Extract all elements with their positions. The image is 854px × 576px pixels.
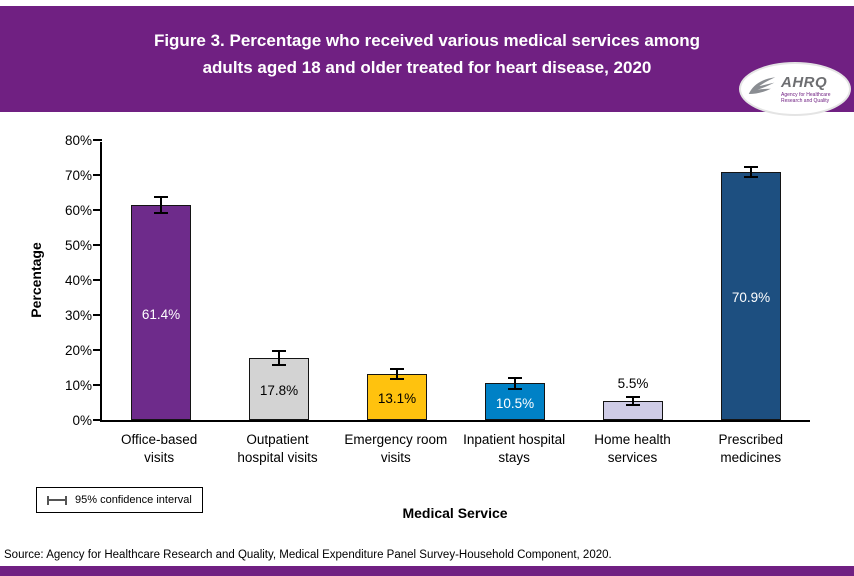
- ahrq-logo-tagline: Agency for Healthcare Research and Quali…: [781, 91, 831, 104]
- y-tick-mark: [93, 174, 102, 176]
- error-bar-icon: [47, 495, 67, 505]
- error-bar-cap: [744, 176, 758, 179]
- error-bar-cap: [744, 165, 758, 168]
- plot-area: 61.4% 17.8% 13.1% 10.5% 5.5% 70.9%: [93, 139, 810, 422]
- error-bar-cap: [154, 211, 168, 214]
- error-bar-cap: [272, 363, 286, 366]
- x-tick-label: Home health services: [594, 432, 671, 466]
- source-note: Source: Agency for Healthcare Research a…: [4, 549, 612, 561]
- x-tick-label: Outpatient hospital visits: [237, 432, 318, 466]
- y-tick-mark: [93, 384, 102, 386]
- y-tick-label: 40%: [64, 273, 92, 288]
- value-label: 10.5%: [495, 395, 535, 411]
- y-axis-tick-labels: 0% 10% 20% 30% 40% 50% 60% 70% 80%: [30, 133, 92, 428]
- x-tick-label: Emergency room visits: [344, 432, 448, 466]
- error-bar-cap: [154, 196, 168, 199]
- bar-series: 61.4% 17.8% 13.1% 10.5% 5.5% 70.9%: [102, 142, 810, 420]
- ahrq-logo: AHRQ Agency for Healthcare Research and …: [739, 62, 851, 116]
- ahrq-eagle-icon: [747, 75, 777, 104]
- x-axis-tick-labels: Office-based visits Outpatient hospital v…: [100, 427, 810, 467]
- y-tick-mark: [93, 209, 102, 211]
- y-tick-label: 60%: [64, 203, 92, 218]
- y-tick-label: 20%: [64, 343, 92, 358]
- bar-2: [367, 374, 427, 420]
- y-tick-label: 30%: [64, 308, 92, 323]
- error-bar: [632, 395, 634, 406]
- x-axis-label: Medical Service: [402, 505, 508, 521]
- y-tick-mark: [93, 279, 102, 281]
- value-label: 17.8%: [259, 382, 299, 398]
- figure-title: Figure 3. Percentage who received variou…: [0, 6, 854, 81]
- ahrq-logo-name: AHRQ: [781, 73, 828, 91]
- bar-slot: 5.5%: [574, 142, 692, 420]
- y-tick-label: 10%: [64, 378, 92, 393]
- y-tick-mark: [93, 314, 102, 316]
- footer-bar: [0, 566, 854, 576]
- bar-slot: 10.5%: [456, 142, 574, 420]
- error-bar-cap: [626, 395, 640, 398]
- error-bar-cap: [390, 378, 404, 381]
- figure-title-line1: Figure 3. Percentage who received variou…: [153, 31, 701, 50]
- y-tick-mark: [93, 349, 102, 351]
- value-label: 61.4%: [141, 306, 181, 322]
- error-bar-cap: [508, 387, 522, 390]
- figure-header: Figure 3. Percentage who received variou…: [0, 6, 854, 112]
- y-tick-mark: [93, 244, 102, 246]
- y-tick-label: 50%: [64, 238, 92, 253]
- x-tick-label: Office-based visits: [121, 432, 198, 466]
- error-bar: [750, 165, 752, 179]
- error-bar-cap: [508, 376, 522, 379]
- bar-5: [721, 171, 781, 420]
- x-tick-label: Prescribed medicines: [718, 432, 784, 466]
- ahrq-logo-text: AHRQ Agency for Healthcare Research and …: [781, 75, 843, 104]
- error-bar: [160, 196, 162, 214]
- bar-slot: 61.4%: [102, 142, 220, 420]
- confidence-interval-legend: 95% confidence interval: [36, 487, 203, 513]
- y-tick-label: 0%: [72, 413, 92, 428]
- bar-slot: 17.8%: [220, 142, 338, 420]
- value-label: 70.9%: [731, 289, 771, 305]
- bar-1: [249, 357, 309, 420]
- y-tick-mark: [93, 419, 102, 421]
- error-bar-cap: [390, 367, 404, 370]
- value-label: 13.1%: [377, 391, 417, 407]
- error-bar: [278, 349, 280, 366]
- figure-title-line2: adults aged 18 and older treated for hea…: [202, 58, 652, 78]
- y-tick-label: 80%: [64, 133, 92, 148]
- y-tick-mark: [93, 139, 102, 141]
- legend-label: 95% confidence interval: [75, 494, 192, 506]
- error-bar-cap: [272, 349, 286, 352]
- error-bar: [396, 367, 398, 381]
- value-label: 5.5%: [617, 375, 649, 391]
- y-tick-label: 70%: [64, 168, 92, 183]
- error-bar: [514, 376, 516, 390]
- x-tick-label: Inpatient hospital stays: [463, 432, 566, 466]
- bar-slot: 70.9%: [692, 142, 810, 420]
- bar-slot: 13.1%: [338, 142, 456, 420]
- bar-0: [131, 205, 191, 420]
- error-bar-cap: [626, 404, 640, 406]
